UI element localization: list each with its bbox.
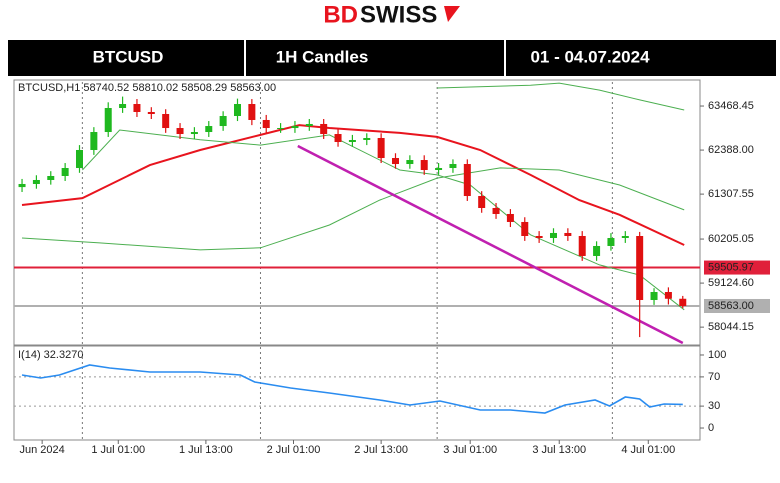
candle-body <box>478 196 486 208</box>
rsi-panel <box>13 345 701 441</box>
candle-body <box>61 168 69 176</box>
candle-body <box>219 115 227 127</box>
candle-body <box>463 164 471 197</box>
candle-body <box>133 104 141 113</box>
candle-body <box>320 123 328 135</box>
candle-body <box>549 232 557 238</box>
y-tick-label: 63468.45 <box>708 100 754 112</box>
y-tick-label: 0 <box>708 422 714 434</box>
symbol-info: BTCUSD,H1 58740.52 58810.02 58508.29 585… <box>18 82 276 94</box>
candle-body <box>377 138 385 159</box>
logo-bd: BD <box>323 1 358 28</box>
x-tick-label: 1 Jul 13:00 <box>179 444 233 456</box>
y-tick-label: 61307.55 <box>708 188 754 200</box>
candle-body <box>176 128 184 135</box>
x-tick-label: Jun 2024 <box>20 444 65 456</box>
candle-body <box>636 235 644 300</box>
candle-body <box>205 126 213 133</box>
x-tick-label: 3 Jul 01:00 <box>443 444 497 456</box>
candle-body <box>535 235 543 238</box>
candle-body <box>363 138 371 141</box>
level-label: 58563.00 <box>708 300 754 312</box>
candle-body <box>492 207 500 214</box>
y-tick-label: 100 <box>708 349 726 361</box>
candle-body <box>621 235 629 238</box>
header-timeframe: 1H Candles <box>276 47 369 66</box>
level-label: 59505.97 <box>708 261 754 273</box>
candle-body <box>162 113 170 129</box>
candle-body <box>391 158 399 165</box>
y-tick-label: 62388.00 <box>708 144 754 156</box>
candle-body <box>348 140 356 143</box>
x-tick-label: 2 Jul 13:00 <box>354 444 408 456</box>
price-panel <box>13 79 701 346</box>
candle-body <box>75 149 83 169</box>
candle-body <box>406 160 414 165</box>
candle-body <box>291 126 299 129</box>
x-tick-label: 2 Jul 01:00 <box>267 444 321 456</box>
logo-icon <box>444 6 460 22</box>
level-label-box <box>704 260 770 275</box>
candle-body <box>607 237 615 246</box>
candle-body <box>47 175 55 180</box>
rsi-line <box>21 364 683 414</box>
y-tick-label: 60205.05 <box>708 233 754 245</box>
candle-body <box>650 292 658 300</box>
candle-body <box>248 104 256 120</box>
y-tick-label: 30 <box>708 400 720 412</box>
x-tick-label: 3 Jul 13:00 <box>532 444 586 456</box>
candle-body <box>90 132 98 150</box>
candle-body <box>679 298 687 306</box>
indicator-line <box>82 129 685 311</box>
candle-body <box>578 235 586 256</box>
candle-body <box>147 112 155 114</box>
candle-body <box>435 168 443 171</box>
candle-body <box>420 160 428 171</box>
header-bar <box>8 40 776 76</box>
indicator-line <box>21 167 685 251</box>
candle-body <box>521 221 529 236</box>
logo-swiss: SWISS <box>360 1 437 28</box>
candle-body <box>305 123 313 127</box>
y-tick-label: 58044.15 <box>708 321 754 333</box>
y-tick-label: 59124.60 <box>708 277 754 289</box>
candle-body <box>334 134 342 143</box>
candle-body <box>593 245 601 256</box>
header-dates: 01 - 04.07.2024 <box>530 47 650 66</box>
candle-body <box>18 183 26 188</box>
candle-body <box>564 232 572 236</box>
candle-body <box>233 104 241 116</box>
candle-body <box>104 108 112 133</box>
candle-body <box>664 292 672 299</box>
candle-body <box>506 213 514 222</box>
indicator-line <box>297 144 684 345</box>
rsi-title: I(14) 32.3270 <box>18 349 83 361</box>
indicator-line <box>21 124 685 246</box>
candle-body <box>190 132 198 135</box>
header-symbol: BTCUSD <box>93 47 164 66</box>
candle-body <box>262 119 270 129</box>
x-tick-label: 4 Jul 01:00 <box>621 444 675 456</box>
indicator-line <box>437 82 685 111</box>
x-tick-label: 1 Jul 01:00 <box>91 444 145 456</box>
candle-body <box>449 164 457 169</box>
candle-body <box>119 104 127 109</box>
candle-body <box>277 128 285 130</box>
candle-body <box>32 179 40 184</box>
level-label-box <box>704 298 770 313</box>
y-tick-label: 70 <box>708 371 720 383</box>
